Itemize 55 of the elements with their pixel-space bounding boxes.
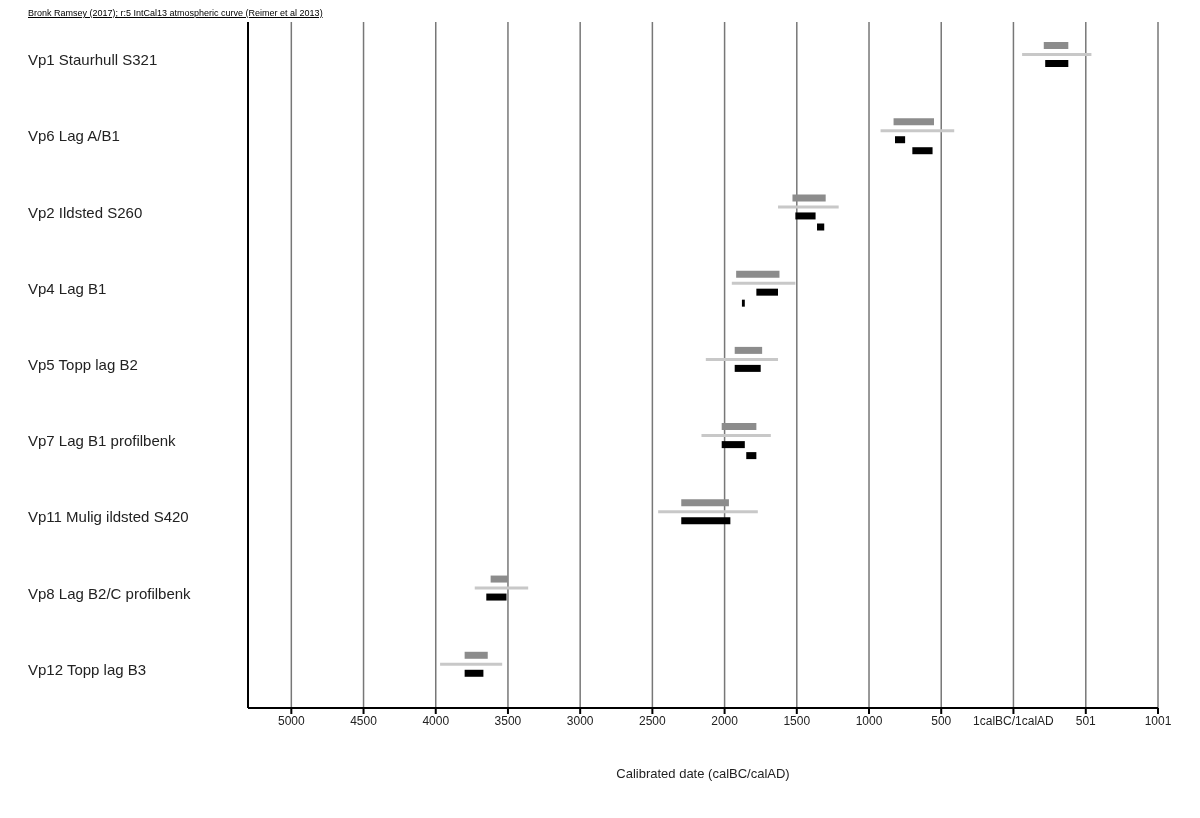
x-tick-label: 1calBC/1calAD: [973, 713, 1055, 728]
x-tick-label: 501: [1075, 713, 1097, 728]
bar: [721, 441, 745, 449]
bar: [817, 223, 825, 231]
bar: [681, 499, 729, 507]
bar: [1022, 53, 1092, 56]
x-tick-label: 5000: [277, 713, 305, 728]
bar: [734, 346, 763, 354]
bar: [1045, 60, 1069, 67]
bar: [464, 669, 484, 677]
bar: [741, 299, 745, 307]
x-tick-label: 4500: [350, 713, 378, 728]
y-tick-label: Vp5 Topp lag B2: [28, 356, 138, 373]
bar: [912, 147, 933, 155]
x-tick-label: 1000: [855, 713, 883, 728]
bar: [893, 118, 934, 126]
x-tick-label: 2500: [639, 713, 667, 728]
x-tick-label: 4000: [422, 713, 450, 728]
y-tick-label: Vp6 Lag A/B1: [28, 127, 120, 145]
x-tick-label: 2000: [711, 713, 739, 728]
x-tick-label: 3500: [494, 713, 522, 728]
y-tick-label: Vp7 Lag B1 profilbenk: [28, 432, 177, 450]
bar: [895, 136, 906, 144]
y-tick-label: Vp11 Mulig ildsted S420: [28, 508, 189, 526]
y-tick-label: Vp1 Staurhull S321: [28, 51, 158, 69]
text: Bronk Ramsey (2017); r:5 IntCal13 atmospheric curve (Reimer et al 2013): [27, 8, 324, 18]
bar: [736, 270, 780, 278]
bar: [795, 212, 816, 220]
bar: [701, 434, 771, 438]
y-tick-label: Vp12 Topp lag B3: [28, 660, 147, 678]
bar: [440, 662, 503, 666]
bar: [474, 586, 529, 590]
y-tick-label: Vp4 Lag B1: [28, 279, 107, 297]
bar: [746, 452, 757, 460]
bar: [490, 575, 508, 583]
bar: [721, 423, 757, 431]
y-tick-label: Vp2 Ildsted S260: [28, 203, 143, 221]
bar: [464, 651, 488, 659]
bar: [756, 288, 779, 296]
x-tick-label: 1001: [1144, 713, 1172, 728]
x-axis-title: Calibrated date (calBC/calAD): [616, 766, 790, 781]
y-tick-label: Vp8 Lag B2/C profilbenk: [28, 584, 192, 602]
bar: [778, 205, 839, 209]
bar: [731, 281, 796, 285]
x-tick-label: 3000: [566, 713, 594, 728]
bar: [681, 517, 731, 525]
bar: [705, 357, 779, 361]
bar: [792, 194, 826, 202]
bar: [1043, 42, 1069, 49]
x-tick-label: 1500: [783, 713, 811, 728]
x-tick-label: 500: [931, 713, 952, 728]
bar: [734, 364, 761, 372]
bar: [658, 510, 758, 514]
bar: [486, 593, 507, 601]
bar: [880, 129, 955, 133]
